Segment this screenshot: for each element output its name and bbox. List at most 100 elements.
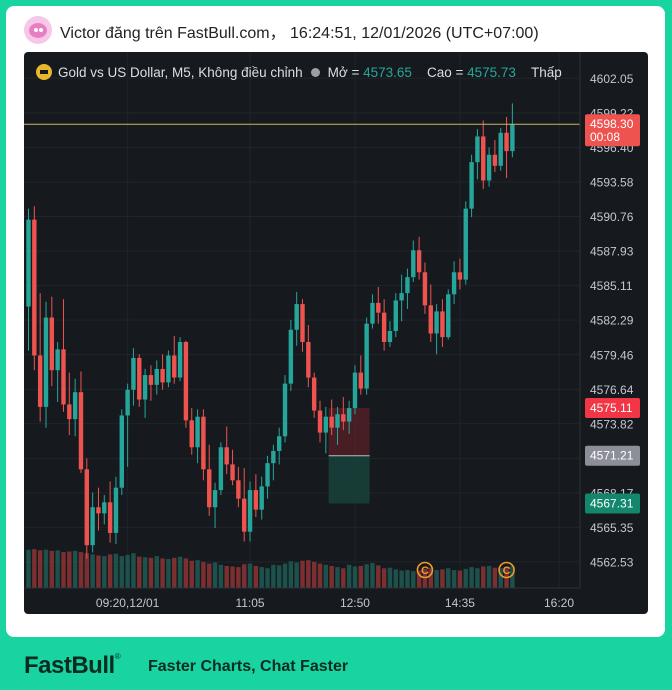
volume-bar (329, 565, 334, 588)
avatar-eye-icon (34, 28, 38, 32)
candle-body (113, 487, 119, 533)
volume-bar (84, 553, 89, 588)
volume-bar (96, 555, 101, 588)
time-tick-label: 09:20,12/01 (96, 596, 160, 610)
candle-body (300, 304, 305, 343)
price-label-value: 4571.21 (590, 449, 634, 463)
volume-bar (416, 570, 422, 588)
volume-bar (166, 559, 171, 588)
candle-body (370, 302, 375, 324)
candle-body (341, 414, 346, 422)
price-label-value: 4567.31 (590, 496, 634, 510)
candle-body (154, 368, 159, 385)
volume-bar (247, 563, 253, 588)
candle-body (358, 372, 364, 389)
price-tick-label: 4579.46 (590, 348, 634, 362)
event-marker-label: C (503, 565, 511, 577)
volume-bar (189, 560, 194, 588)
volume-bar (282, 563, 288, 588)
candle-body (26, 219, 31, 307)
volume-bar (224, 565, 229, 588)
price-tick-label: 4590.76 (590, 210, 634, 224)
event-marker-label: C (421, 565, 429, 577)
volume-bar (358, 565, 364, 588)
volume-bar (300, 560, 305, 588)
volume-bar (78, 552, 84, 588)
volume-bar (492, 567, 498, 588)
legend-high-value: 4575.73 (467, 65, 516, 80)
volume-bar (218, 564, 224, 588)
time-tick-label: 14:35 (445, 596, 475, 610)
candle-body (242, 498, 247, 532)
price-tick-label: 4582.29 (590, 314, 634, 328)
price-tick-label: 4585.11 (590, 279, 633, 293)
candle-body (125, 389, 130, 416)
candle-body (259, 486, 264, 510)
candle-body (32, 219, 37, 356)
volume-bar (294, 562, 299, 588)
candle-body (218, 447, 224, 491)
candle-body (265, 463, 270, 487)
candle-body (393, 300, 398, 332)
candle-body (160, 368, 165, 383)
candle-body (463, 208, 468, 280)
legend-high-label: Cao = (426, 65, 464, 80)
volume-bar (271, 564, 276, 588)
volume-bar (236, 567, 241, 588)
volume-bar (67, 551, 72, 588)
volume-bar (265, 568, 270, 588)
volume-bar (446, 568, 451, 588)
time-tick-label: 16:20 (544, 596, 574, 610)
candle-body (469, 162, 474, 209)
volume-bar (113, 553, 119, 588)
candle-body (67, 404, 72, 420)
event-marker-icon (416, 561, 434, 579)
candle-body (78, 392, 84, 470)
post-card: Victor đăng trên FastBull.com， 16:24:51,… (6, 6, 665, 637)
candle-body (486, 154, 492, 181)
candle-body (451, 272, 457, 295)
candlestick-chart[interactable]: C C4602.054599.224596.404593.584590.76458… (24, 52, 648, 614)
event-marker-icon (498, 561, 515, 579)
candle-body (131, 357, 136, 390)
candle-body (422, 272, 428, 306)
fastbull-logo[interactable]: FastBull® (24, 652, 121, 679)
gold-symbol-icon (36, 64, 52, 80)
price-tick-label: 4593.58 (590, 175, 634, 189)
candle-body (457, 272, 463, 280)
volume-bar (137, 556, 142, 588)
author-line: Victor đăng trên FastBull.com， 16:24:51,… (60, 25, 539, 42)
candle-body (428, 305, 433, 334)
candle-body (195, 416, 200, 448)
volume-bar (107, 554, 113, 588)
volume-bar (463, 568, 468, 588)
volume-bar (317, 563, 323, 588)
candle-body (177, 342, 183, 378)
candle-body (247, 490, 253, 532)
volume-bar (346, 564, 352, 588)
volume-bar (160, 558, 165, 588)
volume-bar (72, 550, 78, 588)
volume-bar (387, 567, 393, 588)
candle-body (329, 416, 334, 428)
price-label-countdown: 00:08 (590, 130, 620, 144)
chart-panel[interactable]: C C 4602.05 4599.22 4596.40 4593.58 4590.76 458… (24, 52, 648, 614)
volume-bar (177, 556, 183, 588)
volume-bar (154, 556, 159, 588)
candle-body (230, 464, 235, 481)
volume-bar (119, 556, 124, 588)
candle-body (107, 502, 113, 533)
candle-body (72, 392, 78, 420)
avatar[interactable] (24, 16, 52, 44)
volume-bar (253, 565, 259, 588)
legend-low-label: Thấp (530, 65, 562, 80)
candle-body (49, 317, 55, 371)
candle-body (323, 416, 329, 433)
volume-bar (311, 561, 317, 588)
volume-bar (212, 562, 218, 588)
candle-body (317, 410, 323, 433)
candle-body (253, 490, 259, 510)
candle-body (434, 311, 439, 334)
volume-bar (352, 566, 358, 588)
volume-bar (510, 565, 515, 588)
